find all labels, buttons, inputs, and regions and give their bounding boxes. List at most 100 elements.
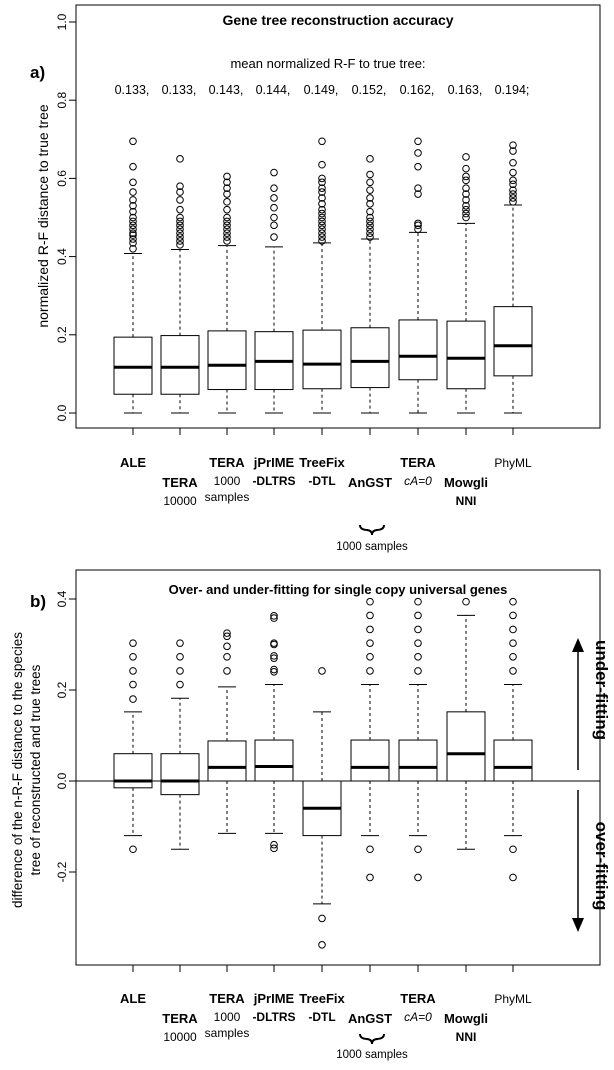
panel-a-label: a): [30, 63, 45, 82]
outlier-point: [223, 198, 231, 206]
panel-b-category-label: ALE: [120, 991, 146, 1006]
panel-b-category-label: TERA: [400, 991, 436, 1006]
outlier-point: [176, 217, 184, 226]
panel-a-category-label: -DLTRS: [252, 474, 295, 488]
under-fitting-label: under-fitting: [592, 640, 611, 740]
outlier-point: [270, 665, 278, 674]
outlier-point: [129, 225, 137, 234]
outlier-point: [318, 667, 326, 675]
outlier-point: [223, 667, 231, 675]
panel-a-box-5: [302, 137, 342, 414]
outlier-point: [176, 233, 184, 241]
panel-a-category-label: 10000: [163, 494, 197, 508]
panel-a-y-tick-label: 0.4: [55, 248, 69, 265]
outlier-point: [176, 241, 184, 249]
panel-a-category-label: cA=0: [404, 474, 432, 488]
outlier-point: [129, 639, 137, 647]
outlier-point: [270, 639, 278, 647]
outlier-point: [462, 153, 470, 161]
panel-b-y-axis-label-line-1: difference of the n-R-F distance to the …: [10, 632, 25, 908]
panel-a-category-label: -DTL: [308, 474, 335, 488]
outlier-point: [129, 221, 137, 230]
box-iqr: [302, 329, 342, 390]
outlier-point: [366, 178, 374, 187]
panel-a-group-brace: [359, 524, 385, 536]
panel-b-category-label: TERA: [162, 1011, 198, 1026]
outlier-point: [414, 221, 422, 230]
panel-a-y-tick-label: 1.0: [55, 13, 69, 30]
panel-a-y-tick-label: 0.8: [55, 92, 69, 109]
panel-a-y-axis-label: normalized R-F distance to true tree: [35, 104, 51, 328]
panel-b-box-9: [493, 597, 533, 882]
outlier-point: [462, 176, 470, 185]
panel-b-box-8: [446, 597, 486, 850]
outlier-point: [176, 229, 184, 237]
panel-a-category-label: NNI: [456, 494, 477, 508]
outlier-point: [129, 229, 137, 237]
panel-b-marks: -0.2 0.0 0.2 0.4 ALE TERA 10000 TERA 1000 samples…: [55, 590, 600, 1061]
outlier-point: [509, 147, 517, 155]
outlier-point: [223, 652, 231, 661]
panel-a-category-label: AnGST: [348, 475, 392, 490]
outlier-point: [366, 186, 374, 194]
outlier-point: [509, 180, 517, 189]
outlier-point: [509, 158, 517, 167]
outlier-point: [509, 639, 517, 647]
box-iqr: [398, 739, 438, 782]
box-iqr: [207, 740, 247, 782]
panel-b-category-label: 1000: [214, 1010, 241, 1024]
outlier-point: [318, 221, 326, 230]
outlier-point: [414, 190, 422, 198]
outlier-point: [129, 695, 137, 703]
outlier-point: [509, 597, 517, 606]
outlier-point: [129, 845, 137, 854]
panel-a-mean-value: 0.194;: [495, 83, 530, 97]
outlier-point: [129, 178, 137, 187]
panel-b-label: b): [30, 592, 46, 611]
outlier-point: [414, 137, 422, 146]
outlier-point: [129, 235, 137, 243]
outlier-point: [223, 629, 231, 637]
panel-a-box-6: [350, 155, 390, 414]
panel-a-category-label: TERA: [209, 455, 245, 470]
panel-a-marks: 0.133, 0.133, 0.143, 0.144, 0.149, 0.152, 0.16…: [55, 13, 533, 553]
outlier-point: [270, 213, 278, 222]
box-iqr: [446, 711, 486, 782]
box-iqr: [113, 336, 153, 395]
outlier-point: [270, 654, 278, 662]
outlier-point: [414, 873, 422, 882]
panel-b-box-7: [398, 597, 438, 882]
box-iqr: [493, 739, 533, 782]
outlier-point: [509, 168, 517, 177]
panel-b: Over- and under-fitting for single copy …: [10, 569, 611, 1061]
outlier-point: [509, 141, 517, 149]
panel-a-y-tick-label: 0.2: [55, 326, 69, 343]
outlier-point: [462, 205, 470, 214]
outlier-point: [366, 200, 374, 208]
outlier-point: [509, 186, 517, 194]
outlier-point: [318, 914, 326, 923]
outlier-point: [509, 198, 517, 206]
outlier-point: [462, 172, 470, 181]
box-iqr: [207, 330, 247, 391]
outlier-point: [129, 217, 137, 226]
outlier-point: [129, 201, 137, 210]
outlier-point: [129, 680, 137, 689]
panel-a-box-9: [493, 141, 533, 414]
panel-b-category-label: PhyML: [494, 992, 532, 1006]
outlier-point: [318, 194, 326, 202]
outlier-point: [129, 137, 137, 146]
outlier-point: [414, 845, 422, 854]
panel-a-category-label: TERA: [162, 475, 198, 490]
outlier-point: [318, 213, 326, 222]
panel-b-y-tick-label: 0.0: [55, 772, 69, 789]
panel-a-mean-value: 0.144,: [256, 83, 291, 97]
outlier-point: [223, 178, 231, 187]
outlier-point: [414, 219, 422, 228]
outlier-point: [366, 873, 374, 882]
panel-a-category-label: PhyML: [494, 456, 532, 470]
outlier-point: [318, 200, 326, 208]
panel-a-mean-value: 0.163,: [448, 83, 483, 97]
outlier-point: [176, 155, 184, 163]
